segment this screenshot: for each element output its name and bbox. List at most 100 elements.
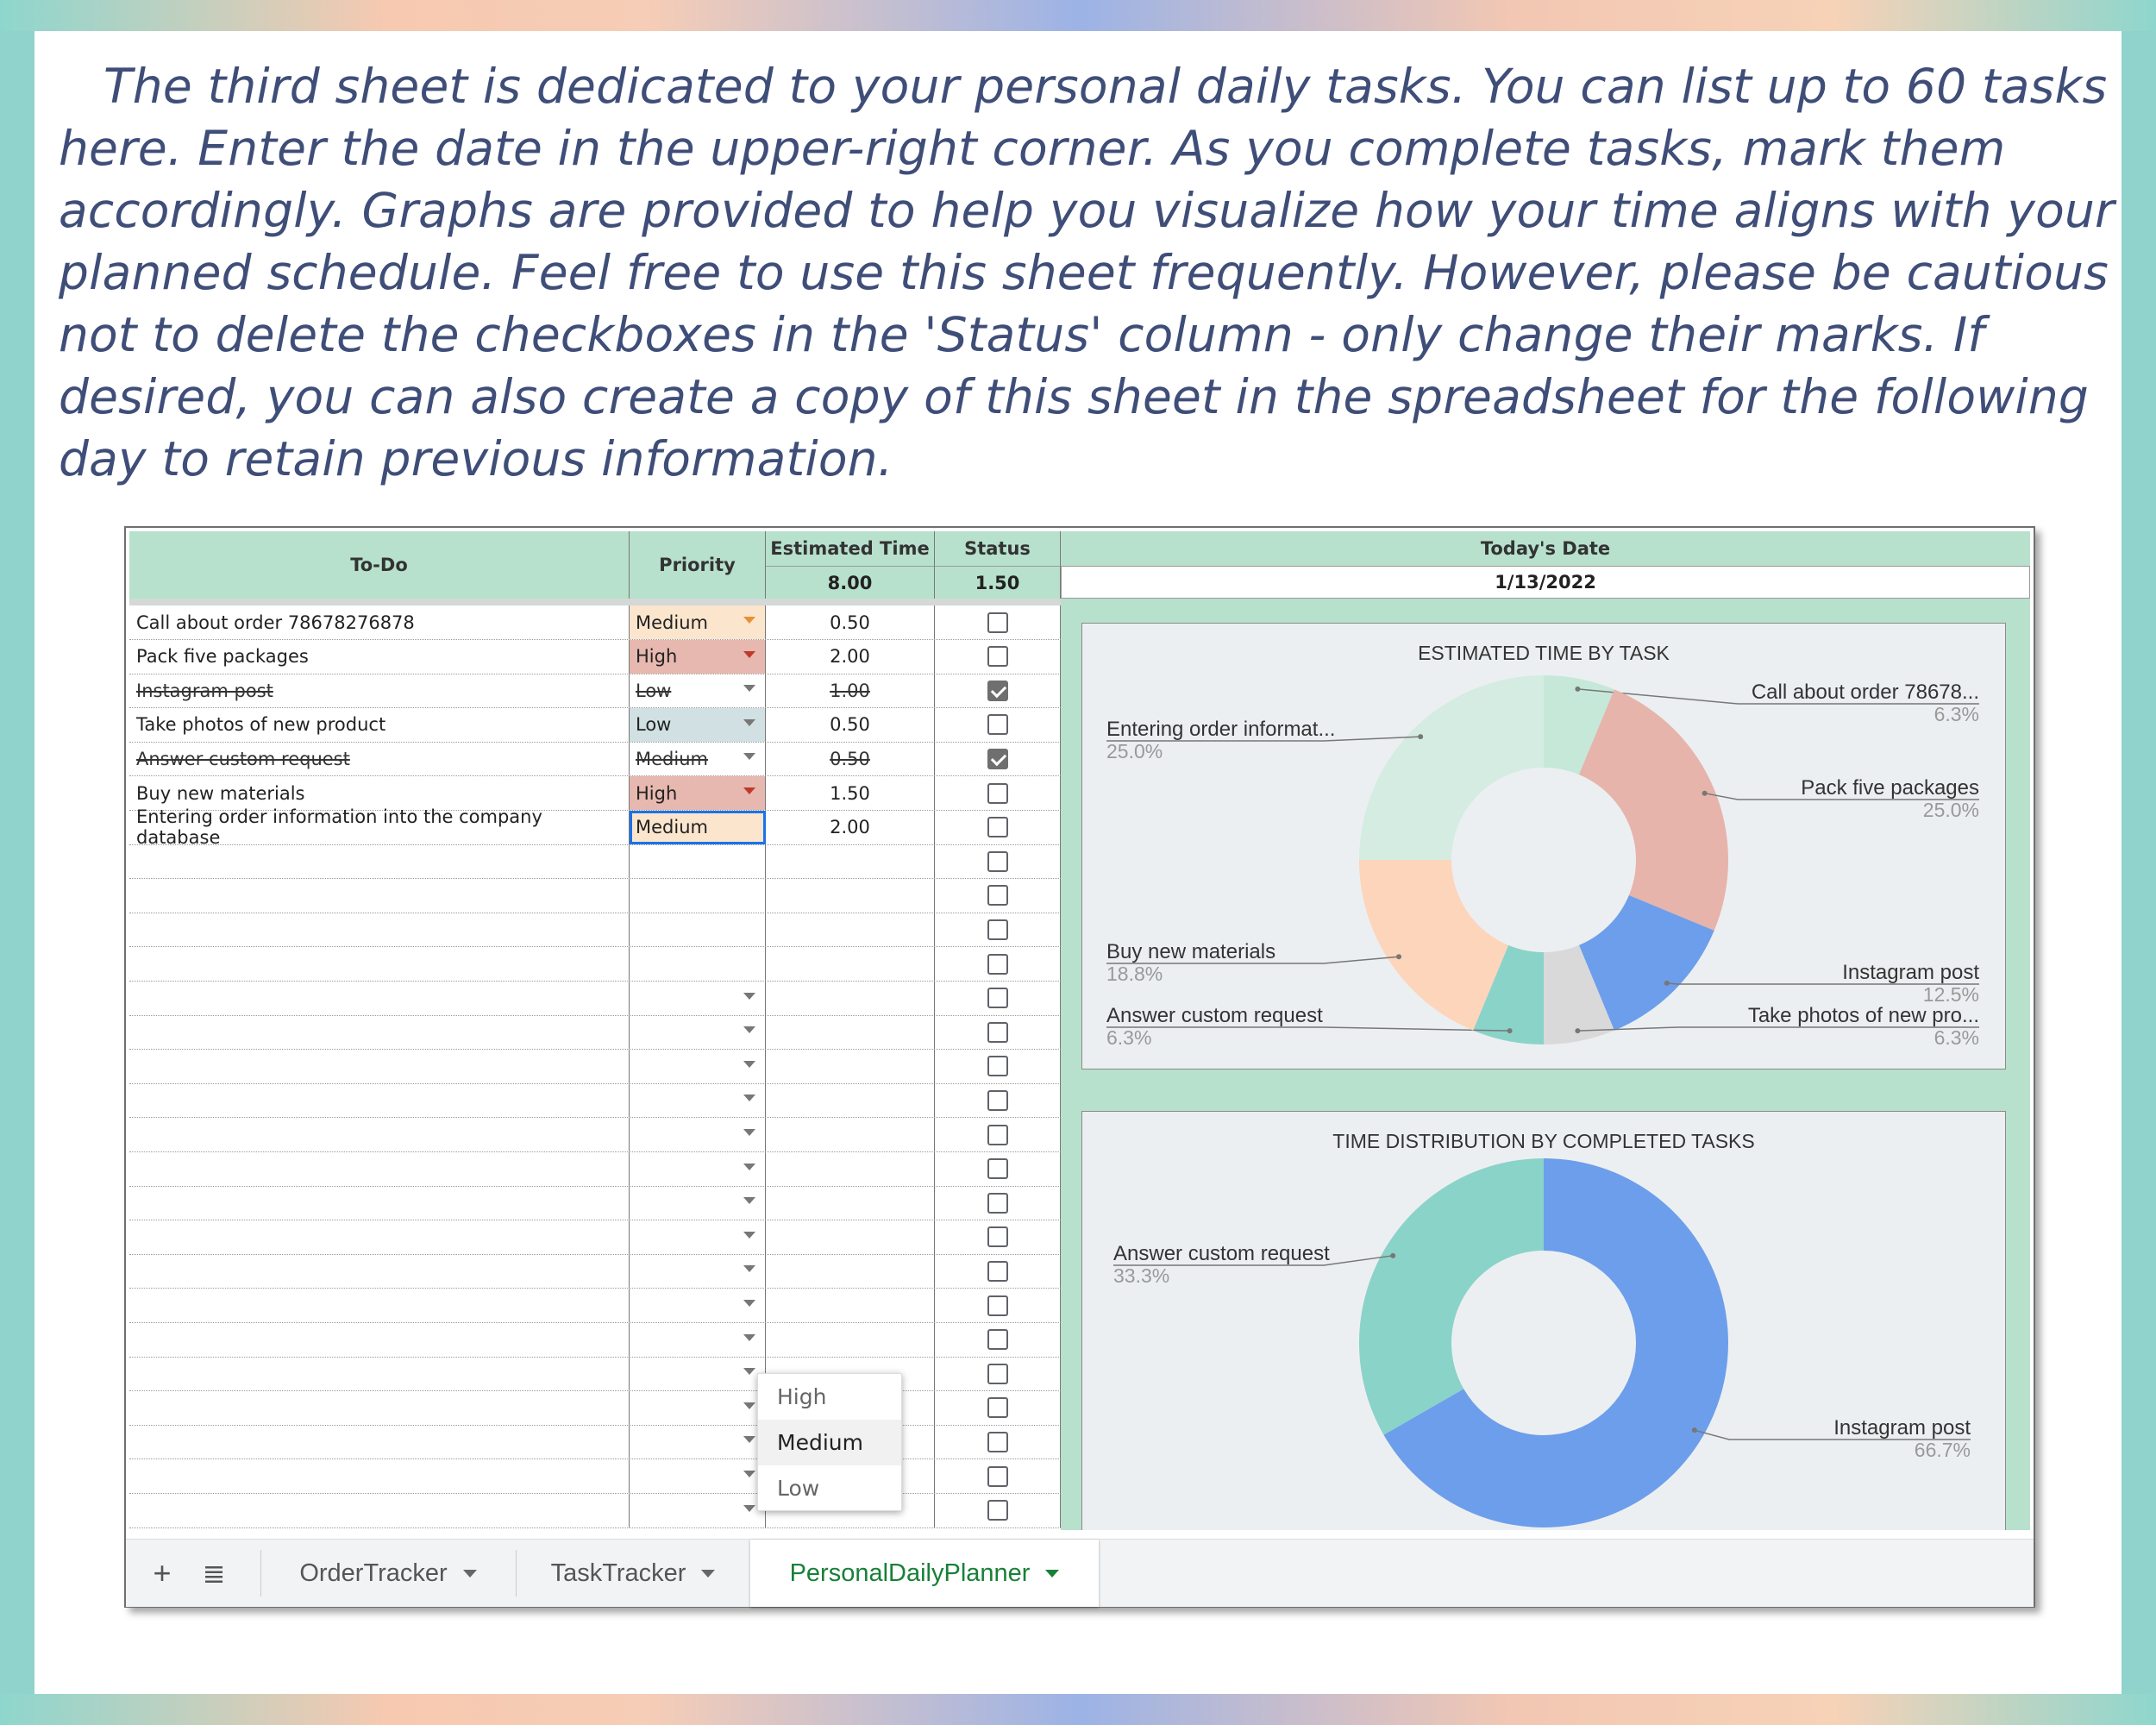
chevron-down-icon[interactable] [743, 1026, 755, 1034]
priority-cell[interactable] [630, 1220, 766, 1254]
priority-cell[interactable] [630, 1083, 766, 1118]
todo-cell[interactable] [129, 1015, 630, 1050]
status-checkbox[interactable] [987, 646, 1008, 668]
estimated-time-cell[interactable] [766, 1015, 935, 1050]
estimated-time-cell[interactable] [766, 1425, 935, 1459]
estimated-time-cell[interactable] [766, 981, 935, 1015]
status-checkbox[interactable] [987, 680, 1008, 701]
todo-cell[interactable] [129, 1049, 630, 1083]
estimated-time-cell[interactable]: 0.50 [766, 707, 935, 742]
estimated-time-cell[interactable] [766, 844, 935, 879]
todo-cell[interactable] [129, 947, 630, 981]
todo-cell[interactable]: Entering order information into the comp… [129, 806, 630, 848]
status-checkbox[interactable] [987, 1260, 1008, 1282]
priority-cell[interactable]: Medium [630, 605, 766, 639]
chevron-down-icon[interactable] [743, 1197, 755, 1205]
chevron-down-icon[interactable] [743, 1300, 755, 1307]
priority-cell[interactable]: High [630, 776, 766, 810]
todo-cell[interactable] [129, 1459, 630, 1493]
add-sheet-button[interactable]: + [145, 1540, 179, 1607]
estimated-time-cell[interactable] [766, 1390, 935, 1425]
priority-cell[interactable] [630, 981, 766, 1015]
chevron-down-icon[interactable] [743, 753, 755, 761]
estimated-time-cell[interactable] [766, 1322, 935, 1357]
todo-cell[interactable]: Take photos of new product [129, 707, 630, 742]
estimated-time-cell[interactable]: 2.00 [766, 810, 935, 844]
todo-cell[interactable] [129, 878, 630, 913]
todo-cell[interactable] [129, 1186, 630, 1220]
tab-personaldailyplanner[interactable]: PersonalDailyPlanner [750, 1540, 1099, 1607]
chevron-down-icon[interactable] [743, 1402, 755, 1409]
status-checkbox[interactable] [987, 1431, 1008, 1452]
status-checkbox[interactable] [987, 782, 1008, 804]
priority-cell[interactable]: Medium [630, 742, 766, 776]
priority-cell[interactable] [630, 844, 766, 879]
todo-cell[interactable] [129, 1425, 630, 1459]
todo-cell[interactable] [129, 1118, 630, 1151]
pie-slice[interactable] [1359, 860, 1509, 1031]
todo-cell[interactable] [129, 1357, 630, 1391]
pie-slice[interactable] [1473, 944, 1544, 1044]
chevron-down-icon[interactable] [701, 1569, 716, 1578]
chevron-down-icon[interactable] [743, 1163, 755, 1170]
priority-cell[interactable] [630, 913, 766, 947]
pie-slice[interactable] [1544, 944, 1614, 1044]
chart-completed-time[interactable]: TIME DISTRIBUTION BY COMPLETED TASKS Ins… [1081, 1111, 2006, 1530]
dropdown-option-high[interactable]: High [777, 1384, 827, 1409]
estimated-time-cell[interactable] [766, 878, 935, 913]
estimated-time-cell[interactable] [766, 1459, 935, 1493]
status-checkbox[interactable] [987, 1192, 1008, 1214]
todo-cell[interactable] [129, 1322, 630, 1357]
estimated-time-cell[interactable]: 0.50 [766, 742, 935, 776]
chevron-down-icon[interactable] [743, 1231, 755, 1239]
pie-slice[interactable] [1359, 675, 1544, 860]
estimated-time-cell[interactable] [766, 947, 935, 981]
estimated-time-cell[interactable] [766, 1049, 935, 1083]
priority-cell[interactable] [630, 1049, 766, 1083]
priority-cell[interactable] [630, 1254, 766, 1289]
todo-cell[interactable]: Call about order 78678276878 [129, 605, 630, 639]
estimated-time-cell[interactable]: 1.00 [766, 674, 935, 708]
priority-cell[interactable] [630, 878, 766, 913]
todo-cell[interactable] [129, 1220, 630, 1254]
estimated-time-cell[interactable] [766, 1083, 935, 1118]
pie-slice[interactable] [1359, 1158, 1544, 1435]
status-checkbox[interactable] [987, 817, 1008, 838]
chevron-down-icon[interactable] [743, 1265, 755, 1273]
priority-cell[interactable] [630, 1289, 766, 1322]
status-checkbox[interactable] [987, 1500, 1008, 1521]
status-checkbox[interactable] [987, 988, 1008, 1009]
todo-cell[interactable] [129, 844, 630, 879]
estimated-time-cell[interactable]: 1.50 [766, 776, 935, 810]
status-checkbox[interactable] [987, 850, 1008, 872]
chevron-down-icon[interactable] [743, 1333, 755, 1341]
status-checkbox[interactable] [987, 748, 1008, 769]
chevron-down-icon[interactable] [743, 617, 755, 624]
status-checkbox[interactable] [987, 1021, 1008, 1043]
chevron-down-icon[interactable] [743, 1129, 755, 1136]
estimated-time-cell[interactable] [766, 1220, 935, 1254]
todays-date-value[interactable]: 1/13/2022 [1061, 566, 2030, 599]
status-checkbox[interactable] [987, 612, 1008, 633]
priority-cell[interactable] [630, 1118, 766, 1151]
todo-cell[interactable] [129, 981, 630, 1015]
priority-cell[interactable]: Medium [630, 810, 766, 844]
status-checkbox[interactable] [987, 1158, 1008, 1180]
status-checkbox[interactable] [987, 1397, 1008, 1419]
chevron-down-icon[interactable] [462, 1569, 477, 1578]
chevron-down-icon[interactable] [743, 1368, 755, 1376]
estimated-time-cell[interactable] [766, 1118, 935, 1151]
chevron-down-icon[interactable] [743, 1095, 755, 1102]
status-checkbox[interactable] [987, 1295, 1008, 1316]
dropdown-option-low[interactable]: Low [777, 1476, 820, 1501]
priority-cell[interactable]: Low [630, 707, 766, 742]
todo-cell[interactable] [129, 913, 630, 947]
priority-cell[interactable] [630, 1322, 766, 1357]
all-sheets-button[interactable]: ≣ [195, 1540, 233, 1607]
estimated-time-cell[interactable] [766, 1493, 935, 1527]
status-checkbox[interactable] [987, 1056, 1008, 1077]
todo-cell[interactable] [129, 1289, 630, 1322]
pie-slice[interactable] [1544, 675, 1614, 775]
chart-estimated-time[interactable]: ESTIMATED TIME BY TASK Call about order … [1081, 623, 2006, 1070]
priority-cell[interactable]: High [630, 639, 766, 674]
